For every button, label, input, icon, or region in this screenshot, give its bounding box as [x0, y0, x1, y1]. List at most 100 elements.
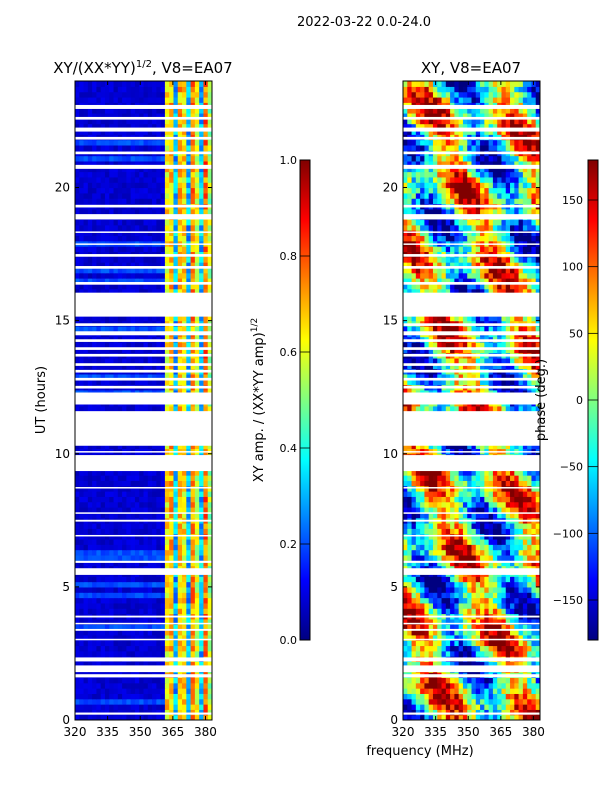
heatmap-cell — [164, 634, 170, 641]
heatmap-cell — [531, 698, 537, 705]
heatmap-cell — [415, 693, 421, 700]
heatmap-cell — [126, 357, 132, 364]
heatmap-cell — [156, 501, 162, 508]
heatmap-cell — [514, 549, 520, 556]
heatmap-cell — [126, 112, 132, 119]
heatmap-cell — [164, 554, 170, 561]
heatmap-cell — [177, 256, 183, 263]
heatmap-cell — [100, 267, 106, 274]
heatmap-cell — [113, 91, 119, 98]
heatmap-cell — [96, 256, 102, 263]
heatmap-cell — [488, 698, 494, 705]
heatmap-cell — [109, 618, 115, 625]
heatmap-cell — [104, 693, 110, 700]
heatmap-cell — [134, 592, 140, 599]
heatmap-cell — [527, 576, 533, 583]
heatmap-cell — [484, 677, 490, 684]
heatmap-cell — [139, 714, 145, 720]
heatmap-cell — [480, 608, 485, 615]
heatmap-cell — [177, 592, 183, 599]
heatmap-cell — [182, 576, 187, 583]
heatmap-cell — [527, 688, 533, 694]
heatmap-cell — [122, 405, 127, 412]
heatmap-cell — [134, 714, 140, 720]
heatmap-cell — [207, 357, 212, 364]
heatmap-cell — [510, 709, 515, 716]
heatmap-cell — [164, 86, 170, 93]
heatmap-cell — [182, 640, 187, 647]
heatmap-cell — [83, 357, 89, 364]
heatmap-cell — [109, 645, 115, 652]
heatmap-cell — [177, 704, 183, 710]
heatmap-cell — [207, 405, 212, 412]
heatmap-cell — [177, 91, 183, 98]
heatmap-cell — [79, 208, 85, 215]
heatmap-cell — [462, 608, 468, 615]
heatmap-cell — [104, 176, 110, 183]
heatmap-cell — [104, 688, 110, 694]
heatmap-cell — [424, 688, 430, 694]
data-gap — [75, 254, 212, 257]
heatmap-cell — [403, 698, 408, 705]
heatmap-cell — [467, 554, 473, 561]
heatmap-cell — [207, 235, 212, 242]
heatmap-cell — [437, 645, 443, 652]
heatmap-cell — [173, 182, 179, 189]
heatmap-cell — [488, 704, 494, 710]
heatmap-cell — [199, 507, 205, 513]
heatmap-cell — [173, 166, 179, 173]
heatmap-cell — [531, 586, 537, 593]
heatmap-cell — [492, 704, 498, 710]
heatmap-cell — [160, 709, 166, 716]
heatmap-cell — [152, 496, 157, 503]
heatmap-cell — [173, 118, 179, 125]
heatmap-cell — [156, 341, 162, 348]
heatmap-cell — [164, 507, 170, 513]
heatmap-cell — [122, 475, 127, 481]
heatmap-cell — [190, 544, 196, 551]
heatmap-cell — [173, 272, 179, 279]
heatmap-cell — [152, 267, 157, 274]
heatmap-cell — [424, 560, 430, 567]
heatmap-cell — [160, 160, 166, 167]
heatmap-cell — [190, 538, 196, 545]
heatmap-cell — [492, 682, 498, 689]
heatmap-cell — [126, 618, 132, 625]
heatmap-cell — [156, 235, 162, 242]
heatmap-cell — [152, 602, 157, 609]
heatmap-cell — [79, 443, 85, 450]
heatmap-cell — [467, 714, 473, 720]
heatmap-cell — [458, 618, 464, 625]
heatmap-cell — [113, 341, 119, 348]
heatmap-cell — [207, 128, 212, 135]
heatmap-cell — [169, 262, 175, 268]
heatmap-cell — [92, 144, 98, 151]
heatmap-cell — [173, 469, 179, 476]
heatmap-cell — [510, 698, 515, 705]
heatmap-cell — [203, 96, 209, 103]
heatmap-cell — [109, 480, 115, 487]
heatmap-cell — [497, 618, 503, 625]
heatmap-cell — [96, 538, 102, 545]
heatmap-cell — [139, 597, 145, 604]
heatmap-cell — [522, 576, 528, 583]
heatmap-cell — [518, 634, 524, 641]
heatmap-cell — [424, 581, 430, 588]
heatmap-cell — [194, 581, 200, 588]
heatmap-cell — [518, 618, 524, 625]
heatmap-cell — [100, 693, 106, 700]
heatmap-cell — [109, 443, 115, 450]
heatmap-cell — [134, 624, 140, 631]
heatmap-cell — [152, 347, 157, 354]
heatmap-cell — [75, 86, 80, 93]
heatmap-cell — [407, 661, 413, 668]
heatmap-cell — [160, 634, 166, 641]
heatmap-cell — [113, 581, 119, 588]
heatmap-cell — [169, 325, 175, 332]
heatmap-cell — [186, 650, 192, 657]
heatmap-cell — [156, 475, 162, 481]
heatmap-cell — [143, 682, 149, 689]
heatmap-cell — [152, 714, 157, 720]
heatmap-cell — [535, 661, 540, 668]
heatmap-cell — [207, 91, 212, 98]
